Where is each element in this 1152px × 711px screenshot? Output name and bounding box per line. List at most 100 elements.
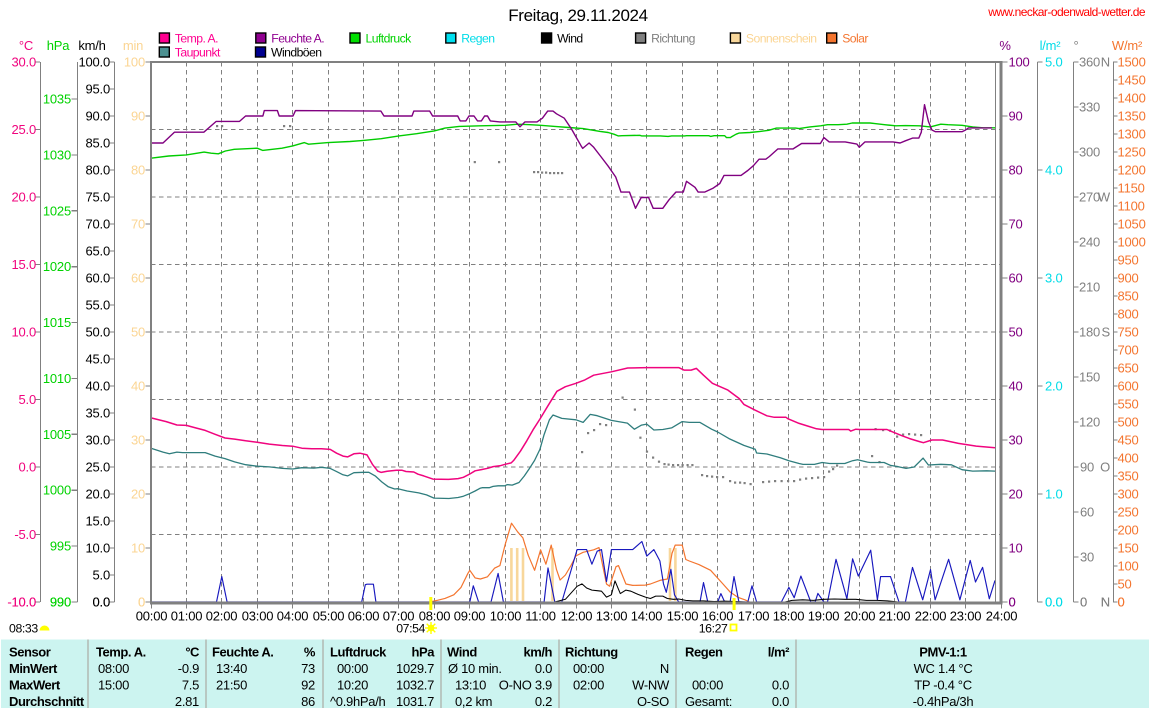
svg-text:0: 0 bbox=[138, 595, 145, 610]
svg-text:%: % bbox=[999, 38, 1011, 53]
svg-text:1150: 1150 bbox=[1118, 181, 1145, 196]
svg-text:80: 80 bbox=[1009, 163, 1023, 178]
svg-text:km/h: km/h bbox=[523, 645, 552, 660]
svg-text:09:00: 09:00 bbox=[454, 609, 486, 624]
svg-text:1250: 1250 bbox=[1118, 145, 1146, 160]
svg-text:75.0: 75.0 bbox=[85, 190, 110, 205]
svg-text:200: 200 bbox=[1118, 523, 1139, 538]
svg-text:^0.9hPa/h: ^0.9hPa/h bbox=[330, 694, 386, 709]
svg-text:Freitag, 29.11.2024: Freitag, 29.11.2024 bbox=[508, 6, 648, 25]
svg-text:08:00: 08:00 bbox=[419, 609, 451, 624]
svg-text:1.0: 1.0 bbox=[1045, 487, 1062, 502]
svg-text:Windböen: Windböen bbox=[271, 46, 321, 60]
svg-text:0: 0 bbox=[138, 595, 145, 610]
svg-text:24:00: 24:00 bbox=[986, 609, 1018, 624]
svg-text:00:00: 00:00 bbox=[337, 661, 368, 676]
svg-text:150: 150 bbox=[1118, 541, 1139, 556]
svg-text:360: 360 bbox=[1079, 55, 1100, 70]
svg-text:900: 900 bbox=[1118, 271, 1139, 286]
svg-text:0.0: 0.0 bbox=[19, 460, 36, 475]
svg-text:min: min bbox=[123, 38, 143, 53]
svg-text:Ø 10 min.: Ø 10 min. bbox=[448, 661, 502, 676]
svg-text:0,2 km: 0,2 km bbox=[455, 694, 492, 709]
svg-text:13:00: 13:00 bbox=[596, 609, 628, 624]
svg-text:35.0: 35.0 bbox=[85, 406, 110, 421]
svg-text:2.0: 2.0 bbox=[1045, 379, 1062, 394]
svg-text:Taupunkt: Taupunkt bbox=[175, 46, 221, 60]
svg-text:1500: 1500 bbox=[1118, 55, 1146, 70]
svg-text:1450: 1450 bbox=[1118, 73, 1146, 88]
svg-text:1300: 1300 bbox=[1118, 127, 1146, 142]
svg-text:-5.0: -5.0 bbox=[14, 527, 36, 542]
svg-text:1020: 1020 bbox=[43, 259, 71, 274]
svg-text:80.0: 80.0 bbox=[85, 163, 110, 178]
svg-text:210: 210 bbox=[1079, 280, 1100, 295]
svg-text:23:00: 23:00 bbox=[950, 609, 982, 624]
svg-text:-0.9: -0.9 bbox=[178, 661, 199, 676]
svg-text:km/h: km/h bbox=[78, 38, 105, 53]
svg-text:l/m²: l/m² bbox=[768, 645, 790, 660]
svg-text:60: 60 bbox=[131, 271, 145, 286]
svg-text:21:50: 21:50 bbox=[216, 678, 247, 693]
svg-text:13:40: 13:40 bbox=[216, 661, 247, 676]
svg-text:950: 950 bbox=[1118, 253, 1139, 268]
svg-text:65.0: 65.0 bbox=[85, 244, 110, 259]
svg-text:N: N bbox=[1101, 595, 1110, 610]
svg-text:700: 700 bbox=[1118, 343, 1139, 358]
svg-text:08:00: 08:00 bbox=[98, 661, 129, 676]
svg-text:995: 995 bbox=[50, 539, 71, 554]
svg-text:0: 0 bbox=[1080, 595, 1087, 610]
svg-text:80: 80 bbox=[131, 163, 145, 178]
svg-text:Feuchte A.: Feuchte A. bbox=[212, 645, 273, 660]
svg-text:180: 180 bbox=[1079, 325, 1100, 340]
svg-text:Regen: Regen bbox=[685, 645, 723, 660]
svg-text:25.0: 25.0 bbox=[85, 460, 110, 475]
svg-text:-0.4hPa/3h: -0.4hPa/3h bbox=[913, 694, 974, 709]
svg-text:02:00: 02:00 bbox=[206, 609, 238, 624]
svg-text:10.0: 10.0 bbox=[85, 541, 110, 556]
svg-text:1400: 1400 bbox=[1118, 91, 1146, 106]
svg-text:15.0: 15.0 bbox=[85, 514, 110, 529]
svg-text:30: 30 bbox=[1080, 550, 1094, 565]
svg-text:%: % bbox=[304, 645, 316, 660]
svg-text:100.0: 100.0 bbox=[78, 55, 110, 70]
svg-text:70.0: 70.0 bbox=[85, 217, 110, 232]
svg-text:30: 30 bbox=[1009, 433, 1023, 448]
svg-text:-10.0: -10.0 bbox=[7, 595, 36, 610]
svg-text:1100: 1100 bbox=[1118, 199, 1145, 214]
svg-text:1000: 1000 bbox=[1118, 235, 1146, 250]
svg-text:92: 92 bbox=[301, 678, 315, 693]
svg-text:95.0: 95.0 bbox=[85, 82, 110, 97]
svg-text:14:00: 14:00 bbox=[631, 609, 663, 624]
svg-text:240: 240 bbox=[1079, 235, 1100, 250]
svg-text:10: 10 bbox=[131, 541, 145, 556]
svg-text:1032.7: 1032.7 bbox=[396, 678, 434, 693]
svg-text:990: 990 bbox=[50, 595, 71, 610]
svg-text:1050: 1050 bbox=[1118, 217, 1146, 232]
svg-text:Durchschnitt: Durchschnitt bbox=[9, 694, 85, 709]
svg-text:0.0: 0.0 bbox=[535, 661, 552, 676]
svg-text:15:00: 15:00 bbox=[98, 678, 129, 693]
svg-text:Temp. A.: Temp. A. bbox=[96, 645, 146, 660]
svg-text:Sensor: Sensor bbox=[9, 645, 51, 660]
svg-text:10: 10 bbox=[1009, 541, 1023, 556]
svg-text:0: 0 bbox=[1009, 595, 1016, 610]
svg-text:50: 50 bbox=[1118, 577, 1132, 592]
svg-text:02:00: 02:00 bbox=[573, 678, 604, 693]
svg-text:990: 990 bbox=[50, 595, 71, 610]
svg-text:450: 450 bbox=[1118, 433, 1139, 448]
svg-text:04:00: 04:00 bbox=[277, 609, 309, 624]
svg-text:PMV-1:1: PMV-1:1 bbox=[919, 645, 967, 660]
svg-text:90: 90 bbox=[1080, 460, 1094, 475]
svg-text:0.0: 0.0 bbox=[93, 595, 110, 610]
svg-text:100: 100 bbox=[124, 55, 145, 70]
svg-text:1030: 1030 bbox=[43, 147, 71, 162]
svg-text:1000: 1000 bbox=[43, 483, 71, 498]
svg-text:40.0: 40.0 bbox=[85, 379, 110, 394]
svg-text:0: 0 bbox=[1118, 595, 1125, 610]
svg-text:45.0: 45.0 bbox=[85, 352, 110, 367]
svg-text:Gesamt:: Gesamt: bbox=[685, 694, 732, 709]
svg-text:N: N bbox=[1101, 595, 1110, 610]
svg-text:100: 100 bbox=[1009, 55, 1030, 70]
svg-text:Richtung: Richtung bbox=[565, 645, 618, 660]
